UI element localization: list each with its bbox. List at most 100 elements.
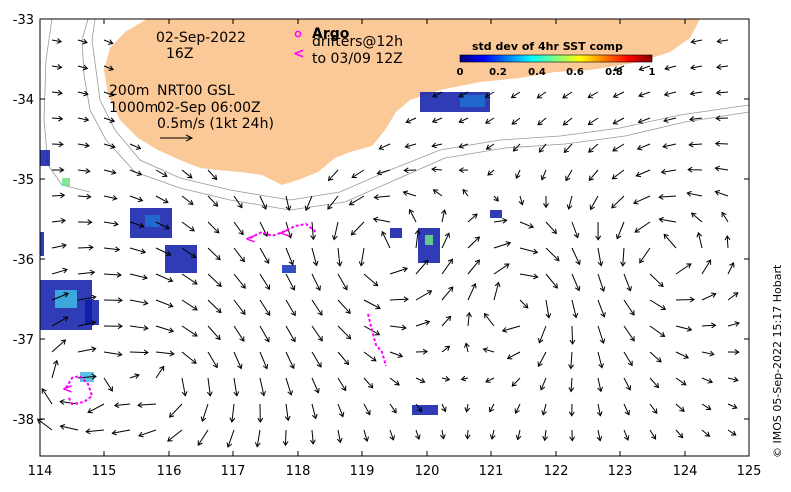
current-arrow: [389, 266, 408, 275]
current-arrow: [568, 351, 575, 370]
current-arrow: [129, 273, 148, 281]
current-arrow: [562, 117, 573, 126]
x-tick-label: 120: [415, 464, 440, 479]
drifter-track: [65, 374, 94, 406]
current-arrow: [623, 429, 630, 441]
current-arrow: [259, 247, 270, 264]
current-arrow: [337, 299, 351, 314]
current-arrow: [611, 195, 625, 209]
current-arrow: [649, 377, 660, 389]
current-arrow: [565, 169, 573, 182]
current-arrow: [620, 247, 626, 267]
current-arrow: [282, 429, 289, 447]
current-arrow: [111, 429, 131, 436]
current-arrow: [129, 349, 149, 356]
current-arrow: [537, 351, 547, 368]
current-arrow: [545, 221, 557, 235]
sst-patch: [145, 215, 160, 227]
sst-patch: [40, 150, 50, 166]
current-arrow: [589, 195, 599, 211]
current-arrow: [259, 195, 268, 210]
contour-200m: [91, 18, 750, 201]
current-arrow: [404, 143, 417, 149]
current-arrow: [597, 377, 603, 393]
x-tick-label: 115: [92, 464, 117, 479]
current-arrow: [571, 247, 581, 266]
current-arrow: [663, 233, 677, 249]
current-arrow: [51, 89, 63, 96]
current-arrow: [539, 377, 547, 391]
current-arrow: [545, 299, 552, 319]
x-tick-label: 125: [737, 464, 762, 479]
current-arrow: [485, 377, 495, 383]
current-arrow: [311, 299, 323, 316]
current-arrow: [538, 143, 547, 153]
argo-legend-title: Argo: [312, 26, 350, 42]
current-arrow: [612, 117, 625, 125]
current-arrow: [623, 377, 632, 391]
current-arrow: [701, 429, 711, 437]
current-arrow: [254, 429, 261, 448]
current-arrow: [87, 403, 105, 414]
current-arrow: [389, 429, 395, 441]
current-arrow: [77, 294, 97, 301]
current-arrow: [493, 281, 501, 301]
current-arrow: [721, 211, 729, 223]
current-arrow: [77, 193, 92, 200]
current-arrow: [77, 38, 88, 45]
current-arrow: [482, 347, 495, 353]
current-arrow: [155, 350, 175, 357]
current-arrow: [77, 244, 94, 251]
current-arrow: [441, 258, 453, 275]
current-arrow: [415, 348, 429, 355]
current-arrow: [701, 292, 717, 301]
current-arrow: [129, 373, 140, 379]
current-arrow: [441, 403, 447, 413]
current-arrow: [155, 247, 172, 256]
current-arrow: [727, 403, 738, 410]
sst-patch: [418, 228, 440, 263]
current-arrow: [658, 216, 677, 223]
current-arrow: [691, 212, 703, 223]
current-arrow: [675, 377, 687, 386]
colorbar-tick-label: 0.6: [566, 67, 584, 78]
current-arrow: [350, 221, 365, 236]
current-arrow: [327, 169, 339, 182]
current-arrow: [233, 299, 246, 316]
sst-patch: [460, 95, 485, 107]
current-arrow: [701, 259, 712, 275]
current-arrow: [485, 143, 495, 150]
current-arrow: [309, 429, 316, 445]
current-arrow: [483, 312, 495, 327]
current-arrow: [77, 64, 89, 71]
current-arrow: [233, 325, 245, 342]
current-arrow: [51, 359, 59, 379]
sst-patch: [40, 232, 44, 256]
x-tick-label: 124: [673, 464, 698, 479]
current-arrow: [597, 351, 604, 369]
current-arrow: [649, 429, 657, 440]
current-arrow: [337, 273, 348, 291]
sst-patch: [282, 265, 296, 273]
current-arrow: [408, 208, 417, 223]
current-arrow: [511, 377, 521, 387]
current-arrow: [311, 273, 321, 292]
current-arrow: [311, 377, 320, 394]
drifter-head-marker: <: [279, 226, 290, 241]
current-arrow: [675, 296, 695, 303]
sst-patch: [62, 178, 70, 186]
current-arrow: [337, 325, 352, 340]
drifter-heads: < < <: [62, 226, 290, 397]
current-arrow: [612, 91, 625, 98]
contour-1000m-label: 1000m: [109, 100, 158, 116]
current-arrow: [649, 299, 667, 310]
current-arrow: [103, 297, 123, 304]
current-arrow: [727, 292, 739, 301]
current-arrow: [77, 142, 90, 149]
current-arrow: [233, 195, 243, 209]
current-arrow: [363, 429, 370, 443]
x-tick-label: 117: [221, 464, 246, 479]
current-arrow: [51, 267, 68, 275]
colorbar-tick-label: 0.2: [489, 67, 507, 78]
current-arrow: [77, 269, 96, 276]
